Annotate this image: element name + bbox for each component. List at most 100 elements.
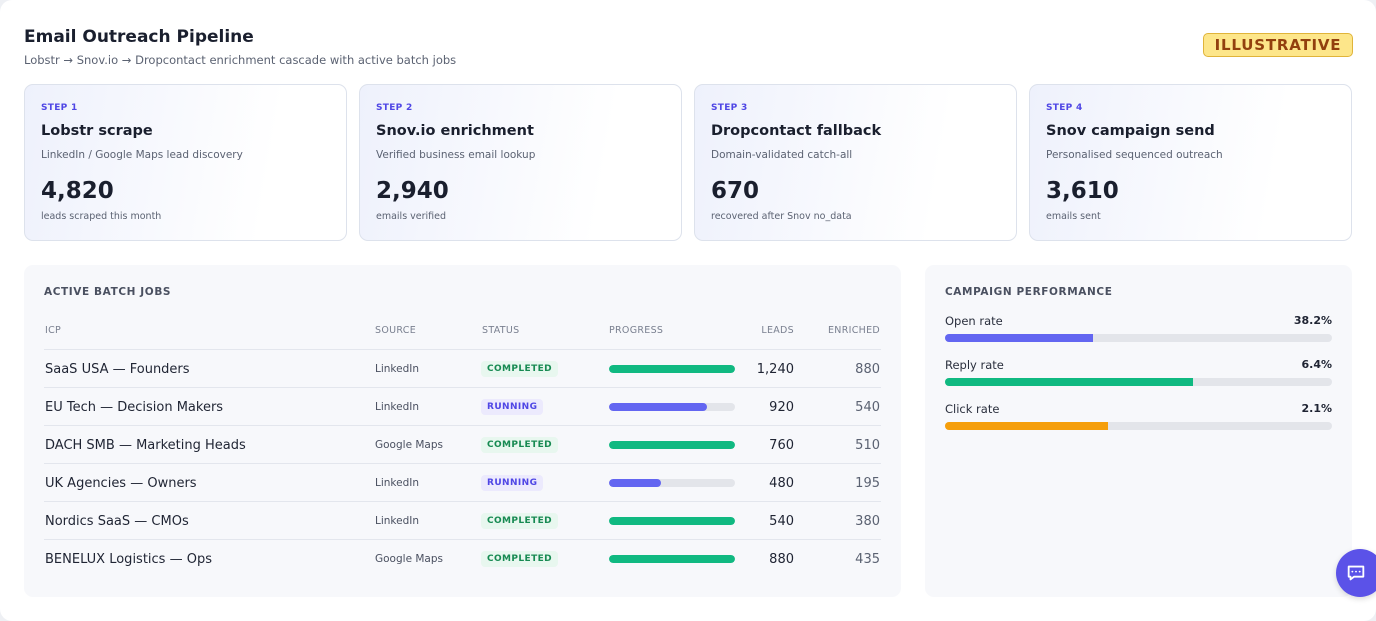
- column-header-enriched[interactable]: ENRICHED: [827, 325, 880, 336]
- campaign-title: CAMPAIGN PERFORMANCE: [945, 286, 1113, 298]
- row-progress: [609, 464, 735, 502]
- step-card-lobstr: STEP 1 Lobstr scrape LinkedIn / Google M…: [24, 84, 347, 241]
- row-status: COMPLETED: [481, 350, 559, 388]
- column-header-leads[interactable]: LEADS: [761, 325, 794, 336]
- row-enriched: 195: [855, 475, 880, 491]
- metric-label: Reply rate: [945, 358, 1004, 372]
- step-title: Dropcontact fallback: [711, 123, 882, 139]
- step-title: Snov.io enrichment: [376, 123, 534, 139]
- metric-value: 6.4%: [1301, 358, 1332, 371]
- row-leads: 760: [769, 437, 794, 453]
- status-badge: RUNNING: [481, 475, 544, 491]
- row-leads: 480: [769, 475, 794, 491]
- row-icp: SaaS USA — Founders: [45, 361, 190, 377]
- row-leads: 880: [769, 551, 794, 567]
- row-status: COMPLETED: [481, 502, 559, 540]
- table-row[interactable]: UK Agencies — Owners LinkedIn RUNNING 480 19…: [44, 463, 881, 501]
- row-status: RUNNING: [481, 388, 544, 426]
- row-progress: [609, 350, 735, 388]
- illustrative-badge: ILLUSTRATIVE: [1203, 33, 1353, 57]
- row-source: LinkedIn: [375, 363, 420, 375]
- row-status: COMPLETED: [481, 426, 559, 464]
- metric-fill: [945, 334, 1093, 342]
- progress-track: [609, 441, 735, 449]
- row-source: LinkedIn: [375, 515, 420, 527]
- column-header-progress[interactable]: PROGRESS: [609, 325, 664, 336]
- column-header-source[interactable]: SOURCE: [375, 325, 417, 336]
- metric-value: 2.1%: [1301, 402, 1332, 415]
- table-row[interactable]: EU Tech — Decision Makers LinkedIn RUNNING…: [44, 387, 881, 425]
- status-badge: COMPLETED: [481, 513, 559, 529]
- chat-bubble-icon: [1347, 565, 1365, 581]
- step-caption: emails verified: [376, 211, 447, 222]
- progress-fill: [609, 555, 735, 563]
- progress-track: [609, 555, 735, 563]
- step-caption: recovered after Snov no_data: [711, 211, 852, 222]
- chat-button[interactable]: [1336, 549, 1376, 597]
- row-leads: 1,240: [756, 361, 794, 377]
- table-row[interactable]: BENELUX Logistics — Ops Google Maps COMPLE…: [44, 539, 881, 577]
- step-desc: Verified business email lookup: [376, 149, 536, 161]
- step-value: 3,610: [1046, 178, 1119, 204]
- metric-track: [945, 334, 1332, 342]
- column-header-icp[interactable]: ICP: [45, 325, 62, 336]
- status-badge: COMPLETED: [481, 361, 559, 377]
- table-row[interactable]: DACH SMB — Marketing Heads Google Maps COM…: [44, 425, 881, 463]
- row-progress: [609, 540, 735, 578]
- row-leads: 540: [769, 513, 794, 529]
- metric-value: 38.2%: [1293, 314, 1332, 327]
- page-title: Email Outreach Pipeline: [24, 27, 254, 47]
- step-label: STEP 4: [1046, 103, 1083, 113]
- step-desc: Personalised sequenced outreach: [1046, 149, 1223, 161]
- metric-track: [945, 378, 1332, 386]
- table-row[interactable]: SaaS USA — Founders LinkedIn COMPLETED 1,24…: [44, 349, 881, 387]
- row-enriched: 880: [855, 361, 880, 377]
- column-header-status[interactable]: STATUS: [482, 325, 520, 336]
- row-progress: [609, 388, 735, 426]
- batch-jobs-panel: ACTIVE BATCH JOBS: [24, 265, 901, 597]
- progress-track: [609, 479, 735, 487]
- progress-track: [609, 517, 735, 525]
- step-title: Lobstr scrape: [41, 123, 153, 139]
- row-icp: Nordics SaaS — CMOs: [45, 513, 189, 529]
- progress-fill: [609, 479, 661, 487]
- row-enriched: 435: [855, 551, 880, 567]
- row-source: LinkedIn: [375, 477, 420, 489]
- step-label: STEP 1: [41, 103, 78, 113]
- metric-label: Open rate: [945, 314, 1003, 328]
- campaign-panel: CAMPAIGN PERFORMANCE: [925, 265, 1352, 597]
- step-title: Snov campaign send: [1046, 123, 1215, 139]
- progress-fill: [609, 365, 735, 373]
- step-card-snov-enrichment: STEP 2 Snov.io enrichment Verified busin…: [359, 84, 682, 241]
- step-card-snov-campaign: STEP 4 Snov campaign send Personalised s…: [1029, 84, 1352, 241]
- status-badge: RUNNING: [481, 399, 544, 415]
- metric-fill: [945, 422, 1108, 430]
- row-icp: DACH SMB — Marketing Heads: [45, 437, 246, 453]
- step-value: 4,820: [41, 178, 114, 204]
- row-enriched: 380: [855, 513, 880, 529]
- progress-fill: [609, 403, 708, 411]
- step-desc: LinkedIn / Google Maps lead discovery: [41, 149, 243, 161]
- table-row[interactable]: Nordics SaaS — CMOs LinkedIn COMPLETED 540 3…: [44, 501, 881, 539]
- step-value: 2,940: [376, 178, 449, 204]
- row-progress: [609, 502, 735, 540]
- row-leads: 920: [769, 399, 794, 415]
- step-caption: emails sent: [1046, 211, 1101, 222]
- status-badge: COMPLETED: [481, 551, 559, 567]
- batch-jobs-title: ACTIVE BATCH JOBS: [44, 286, 172, 298]
- metric-track: [945, 422, 1332, 430]
- page-subtitle: Lobstr → Snov.io → Dropcontact enrichmen…: [24, 53, 457, 67]
- step-desc: Domain-validated catch-all: [711, 149, 853, 161]
- row-icp: UK Agencies — Owners: [45, 475, 197, 491]
- step-card-dropcontact: STEP 3 Dropcontact fallback Domain-valid…: [694, 84, 1017, 241]
- row-enriched: 540: [855, 399, 880, 415]
- step-label: STEP 2: [376, 103, 413, 113]
- row-source: LinkedIn: [375, 401, 420, 413]
- progress-track: [609, 403, 735, 411]
- row-icp: BENELUX Logistics — Ops: [45, 551, 212, 567]
- row-status: RUNNING: [481, 464, 544, 502]
- row-enriched: 510: [855, 437, 880, 453]
- row-icp: EU Tech — Decision Makers: [45, 399, 224, 415]
- row-status: COMPLETED: [481, 540, 559, 578]
